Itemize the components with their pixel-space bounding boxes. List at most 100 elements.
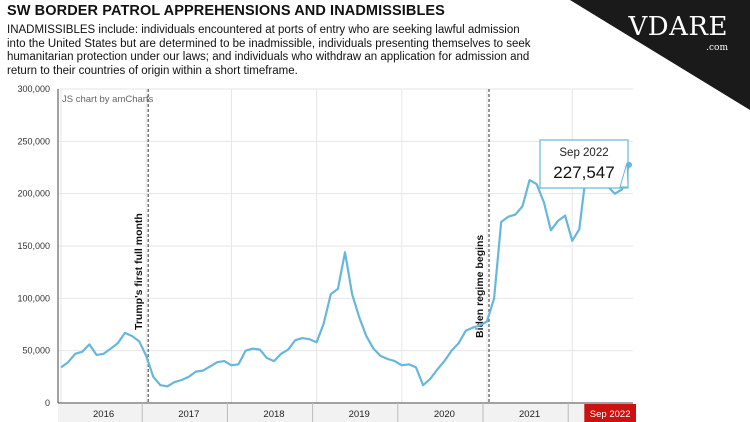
data-point	[137, 339, 141, 343]
x-category-label: 2016	[93, 409, 114, 420]
data-point	[343, 250, 347, 254]
data-point	[421, 383, 425, 387]
data-point	[428, 377, 432, 381]
brand-corner: VDARE .com	[570, 0, 750, 110]
y-tick-label: 50,000	[22, 346, 50, 356]
data-point	[563, 213, 567, 217]
data-point	[549, 228, 553, 232]
data-point	[101, 352, 105, 356]
data-point	[364, 334, 368, 338]
data-point	[87, 342, 91, 346]
x-category-label: 2019	[349, 409, 370, 420]
data-point	[243, 348, 247, 352]
chart-title: SW BORDER PATROL APPREHENSIONS AND INADM…	[7, 3, 445, 19]
x-category-label: 2018	[263, 409, 284, 420]
data-point	[378, 354, 382, 358]
data-point	[520, 204, 524, 208]
data-point	[464, 329, 468, 333]
data-point	[336, 287, 340, 291]
data-point	[456, 341, 460, 345]
data-point	[208, 364, 212, 368]
x-category-highlight	[584, 404, 636, 422]
y-tick-label: 0	[45, 398, 50, 408]
data-point	[329, 292, 333, 296]
data-point	[442, 359, 446, 363]
data-point	[556, 219, 560, 223]
data-point	[300, 336, 304, 340]
data-point	[513, 212, 517, 216]
brand-logo[interactable]: VDARE	[628, 12, 728, 42]
tooltip-value: 227,547	[553, 163, 614, 182]
tooltip-pointer	[619, 162, 629, 188]
x-category-label: 2021	[519, 409, 540, 420]
data-point	[229, 363, 233, 367]
data-point	[293, 338, 297, 342]
data-point	[265, 356, 269, 360]
data-point	[307, 337, 311, 341]
y-tick-label: 100,000	[17, 293, 50, 303]
data-point	[144, 354, 148, 358]
data-point	[407, 362, 411, 366]
data-point	[350, 292, 354, 296]
data-point	[80, 350, 84, 354]
data-point	[449, 348, 453, 352]
data-series-line	[60, 149, 631, 388]
data-point	[400, 363, 404, 367]
y-tick-label: 200,000	[17, 189, 50, 199]
data-point	[187, 375, 191, 379]
annotation-label: Biden regime begins	[474, 235, 486, 338]
x-category-label: 2020	[434, 409, 455, 420]
data-point	[151, 375, 155, 379]
data-point	[59, 365, 63, 369]
data-point	[577, 227, 581, 231]
data-point	[286, 347, 290, 351]
data-point	[570, 239, 574, 243]
data-point	[236, 362, 240, 366]
data-point	[499, 220, 503, 224]
data-point	[94, 353, 98, 357]
data-point	[279, 352, 283, 356]
data-point	[158, 383, 162, 387]
data-point	[123, 331, 127, 335]
data-point	[471, 325, 475, 329]
x-category-label: Sep 2022	[590, 409, 631, 420]
chart-subtitle: INADMISSIBLES include: individuals encou…	[7, 24, 531, 77]
data-point	[251, 346, 255, 350]
data-point	[222, 359, 226, 363]
data-point	[435, 367, 439, 371]
data-point	[357, 315, 361, 319]
brand-corner-shape	[570, 0, 750, 110]
data-point	[385, 357, 389, 361]
x-category-label: 2017	[178, 409, 199, 420]
data-point	[527, 178, 531, 182]
y-tick-label: 250,000	[17, 136, 50, 146]
data-point	[201, 368, 205, 372]
data-point	[180, 378, 184, 382]
data-point	[314, 340, 318, 344]
data-point	[109, 346, 113, 350]
data-point	[116, 341, 120, 345]
data-point	[258, 347, 262, 351]
data-point	[272, 359, 276, 363]
data-point	[506, 214, 510, 218]
tooltip-marker	[626, 161, 632, 168]
annotation-label: Trump's first full month	[133, 213, 145, 330]
tooltip-label: Sep 2022	[559, 147, 608, 159]
data-point	[73, 352, 77, 356]
data-point	[478, 323, 482, 327]
data-point	[393, 359, 397, 363]
y-tick-label: 300,000	[17, 84, 50, 94]
data-point	[130, 334, 134, 338]
data-point	[172, 380, 176, 384]
data-point	[371, 346, 375, 350]
data-point	[194, 369, 198, 373]
data-point	[165, 384, 169, 388]
data-point	[535, 182, 539, 186]
data-point	[613, 191, 617, 195]
data-point	[66, 360, 70, 364]
brand-suffix: .com	[706, 43, 728, 53]
x-category-band	[58, 404, 633, 422]
data-point	[492, 296, 496, 300]
y-tick-label: 150,000	[17, 241, 50, 251]
